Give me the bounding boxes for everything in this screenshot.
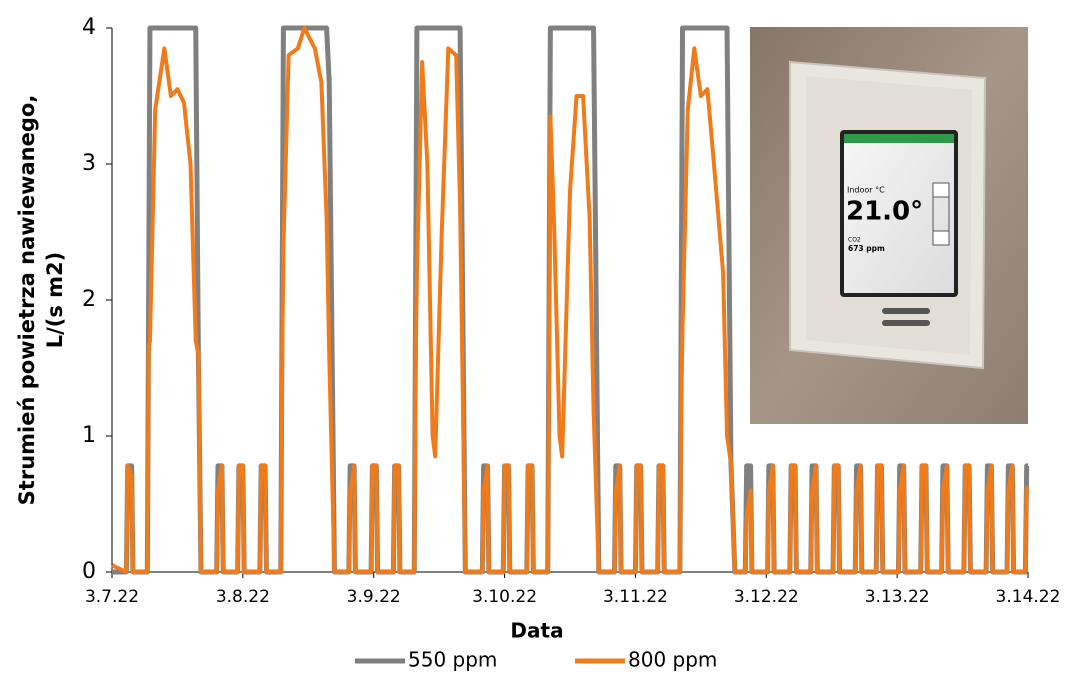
x-tick-label: 3.13.22 xyxy=(865,587,930,607)
temperature: 21.0° xyxy=(846,197,923,227)
x-tick-label: 3.14.22 xyxy=(996,587,1061,607)
legend-label: 550 ppm xyxy=(408,648,497,672)
vent-slot xyxy=(882,308,930,314)
down-button xyxy=(932,230,950,246)
y-axis-title: L/(s m2) xyxy=(43,252,67,349)
y-tick-label: 3 xyxy=(82,151,96,176)
y-tick-label: 1 xyxy=(82,423,96,448)
y-tick-label: 4 xyxy=(82,15,96,40)
labels: Data Strumień powietrza nawiewanego, L/(… xyxy=(15,15,1060,672)
x-tick-label: 3.8.22 xyxy=(216,587,270,607)
co2-value: 673 ppm xyxy=(848,244,885,253)
x-tick-label: 3.7.22 xyxy=(85,587,139,607)
x-tick-label: 3.11.22 xyxy=(603,587,668,607)
x-tick-label: 3.9.22 xyxy=(347,587,401,607)
photo-inset: Indoor °C 21.0° CO2 673 ppm xyxy=(750,27,1028,424)
up-button xyxy=(932,182,950,198)
screen xyxy=(844,134,954,293)
y-axis-title: Strumień powietrza nawiewanego, xyxy=(15,95,39,506)
co2-label: CO2 xyxy=(848,237,861,244)
y-tick-label: 2 xyxy=(82,287,96,312)
x-tick-label: 3.10.22 xyxy=(472,587,537,607)
vent-slot xyxy=(882,320,930,326)
plot-area xyxy=(106,25,1030,578)
y-tick-label: 0 xyxy=(82,559,96,584)
x-axis-title: Data xyxy=(510,619,563,643)
x-tick-label: 3.12.22 xyxy=(734,587,799,607)
data-line xyxy=(111,26,1029,574)
screen-status-bar xyxy=(844,134,954,143)
temperature-label: Indoor °C xyxy=(847,186,885,195)
legend-label: 800 ppm xyxy=(628,648,717,672)
